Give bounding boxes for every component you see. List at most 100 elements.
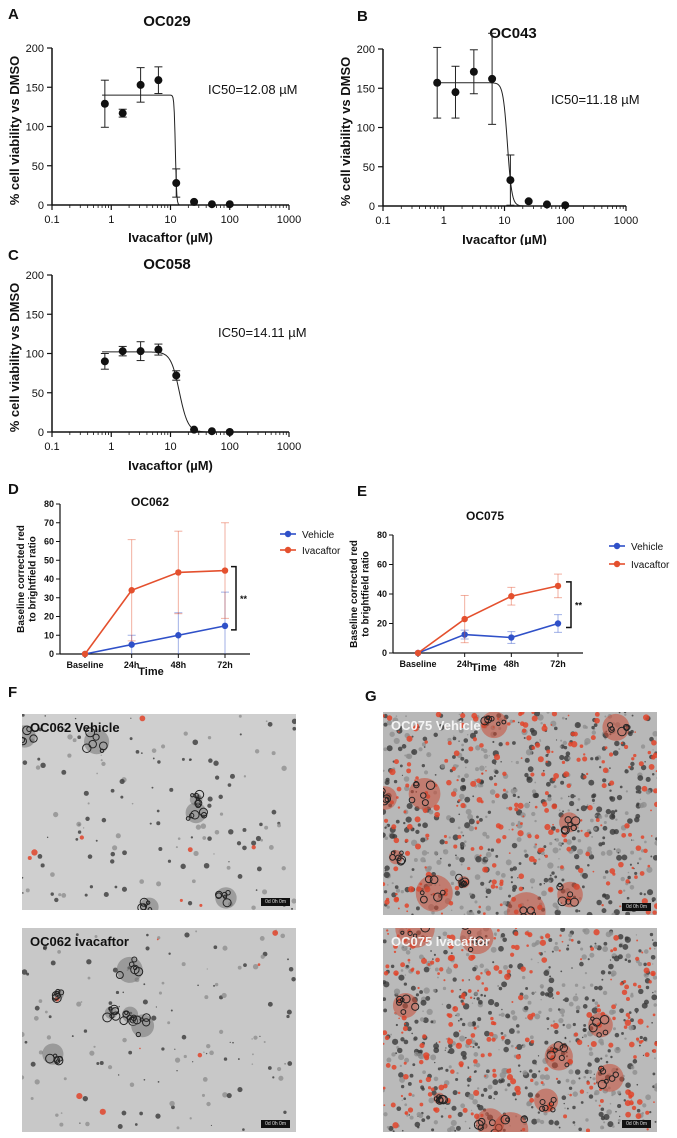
- micrograph-speck: [505, 790, 509, 794]
- micrograph-cell-outline: [407, 930, 413, 936]
- micrograph-red-signal: [608, 1042, 614, 1048]
- micrograph-red-signal: [623, 744, 629, 750]
- micrograph-speck: [22, 969, 28, 975]
- micrograph-speck: [495, 911, 499, 915]
- micrograph-red-signal: [386, 929, 389, 932]
- micrograph-speck: [22, 1075, 25, 1080]
- micrograph-red-signal: [491, 879, 497, 885]
- data-point: [136, 347, 145, 356]
- micrograph-speck: [383, 890, 388, 894]
- micrograph-speck: [22, 876, 24, 879]
- micrograph-speck: [400, 969, 404, 972]
- micrograph-red-signal: [470, 1033, 476, 1038]
- micrograph-speck: [414, 1121, 421, 1128]
- micrograph-red-signal: [651, 739, 657, 746]
- micrograph-speck: [567, 809, 570, 812]
- micrograph-speck: [552, 847, 559, 854]
- micrograph-cell-outline: [109, 1004, 119, 1015]
- micrograph-speck: [428, 1097, 435, 1104]
- micrograph-speck: [638, 988, 644, 995]
- y-tick-label: 0: [38, 200, 44, 212]
- micrograph-red-signal: [487, 1052, 492, 1057]
- micrograph-speck: [517, 721, 520, 724]
- data-point: [506, 176, 515, 185]
- micrograph-speck: [509, 867, 514, 872]
- micrograph-speck: [174, 1057, 181, 1063]
- micrograph-red-signal: [545, 933, 551, 939]
- micrograph-red-signal: [563, 771, 570, 778]
- micrograph-speck: [415, 906, 420, 911]
- micrograph-speck: [251, 1063, 254, 1065]
- micrograph-speck: [576, 808, 579, 812]
- micrograph-speck: [563, 755, 571, 762]
- micrograph-speck: [72, 738, 77, 743]
- micrograph-speck: [528, 801, 531, 804]
- series-line: [417, 585, 559, 654]
- micrograph-speck: [437, 936, 441, 940]
- significance-bracket: [231, 565, 237, 631]
- micrograph-speck: [526, 1101, 532, 1107]
- ic50-annotation: IC50=14.11 µM: [218, 325, 307, 340]
- micrograph-red-signal: [491, 1037, 496, 1042]
- micrograph-speck: [95, 839, 98, 842]
- micrograph-speck: [437, 976, 439, 979]
- micrograph-speck: [445, 1037, 448, 1040]
- micrograph-speck: [519, 1070, 522, 1073]
- micrograph-red-signal: [530, 1078, 534, 1083]
- x-tick-label: 48h: [504, 659, 520, 669]
- micrograph-red-signal: [567, 714, 570, 717]
- micrograph-red-signal: [499, 879, 504, 884]
- micrograph-speck: [422, 1017, 429, 1024]
- micrograph-red-signal: [479, 743, 484, 748]
- micrograph-speck: [468, 979, 470, 981]
- micrograph-speck: [38, 999, 43, 1003]
- micrograph-speck: [501, 793, 509, 800]
- micrograph-speck: [476, 815, 479, 819]
- micrograph-speck: [465, 766, 467, 769]
- micrograph-speck: [537, 1055, 540, 1057]
- micrograph-speck: [403, 982, 408, 986]
- micrograph-cell-outline: [411, 1002, 420, 1011]
- micrograph-speck: [22, 892, 24, 894]
- micrograph-red-signal: [576, 757, 581, 762]
- x-tick-label: 72h: [550, 659, 566, 669]
- micrograph-red-signal: [540, 936, 544, 940]
- micrograph-red-signal: [641, 951, 644, 954]
- micrograph-red-signal: [635, 1037, 640, 1041]
- micrograph-red-signal: [612, 872, 616, 876]
- micrograph-speck: [637, 790, 642, 794]
- micrograph-speck: [495, 870, 501, 876]
- fit-curve: [102, 351, 233, 433]
- micrograph-speck: [561, 716, 565, 720]
- micrograph-red-signal: [400, 962, 406, 968]
- micrograph-red-signal: [453, 963, 459, 969]
- micrograph-speck: [181, 962, 186, 967]
- micrograph-speck: [457, 1111, 463, 1117]
- micrograph-speck: [213, 853, 215, 855]
- micrograph-red-signal: [640, 835, 645, 839]
- micrograph-speck: [142, 999, 148, 1005]
- micrograph-speck: [624, 713, 627, 716]
- micrograph-red-signal: [456, 778, 459, 782]
- micrograph-speck: [640, 849, 645, 853]
- micrograph-speck: [464, 1120, 467, 1123]
- micrograph-red-signal: [587, 805, 593, 811]
- micrograph-red-signal: [490, 1016, 494, 1021]
- micrograph-speck: [82, 827, 85, 829]
- micrograph-cell-outline: [461, 928, 470, 930]
- micrograph-speck: [409, 1115, 414, 1120]
- chart-title: OC062: [131, 495, 169, 509]
- micrograph-speck: [252, 1053, 254, 1056]
- micrograph-speck: [414, 1051, 419, 1057]
- micrograph-speck: [631, 714, 634, 717]
- data-point: [225, 428, 234, 436]
- micrograph-speck: [386, 745, 393, 752]
- micrograph-speck: [383, 871, 390, 878]
- micrograph-speck: [567, 756, 571, 760]
- micrograph-red-signal: [404, 1111, 409, 1115]
- micrograph-speck: [622, 889, 626, 892]
- micrograph-speck: [488, 881, 491, 884]
- micrograph-speck: [548, 966, 551, 969]
- series-point: [128, 641, 135, 648]
- micrograph-speck: [583, 1033, 588, 1038]
